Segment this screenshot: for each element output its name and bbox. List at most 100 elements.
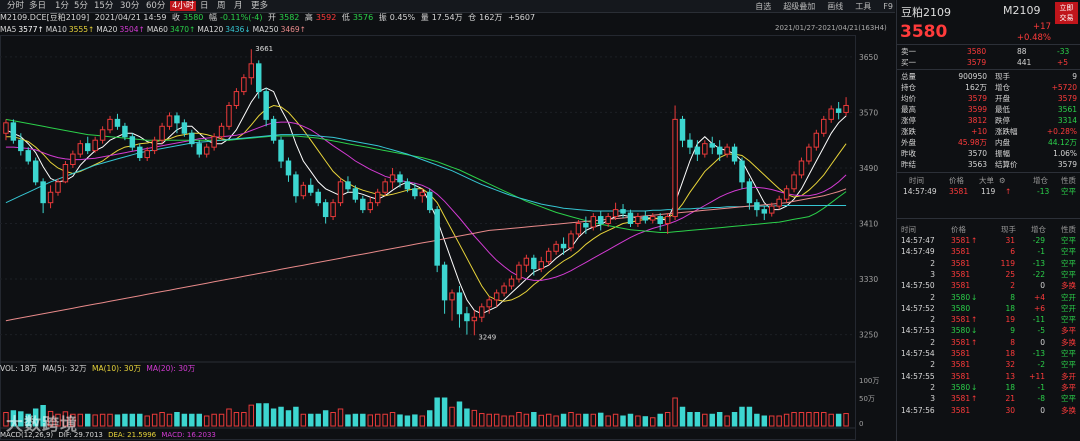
tick-type: 空开 [1061, 292, 1076, 302]
open-value: 3582 [279, 13, 300, 22]
candle [538, 261, 544, 270]
stat-value: +0.28% [1046, 127, 1077, 136]
stat-row: 涨停 3812 跌停 3314 [897, 115, 1080, 126]
tool-button-1[interactable]: 超级叠加 [783, 2, 816, 11]
candle [77, 143, 84, 155]
candle [382, 181, 388, 193]
period-tab-8[interactable]: 日 [200, 1, 209, 11]
tick-price: 3581 [951, 360, 971, 370]
candle [218, 125, 225, 138]
candle [159, 125, 165, 141]
period-tab-1[interactable]: 多日 [29, 1, 47, 11]
candle [635, 216, 641, 225]
volume-bar [77, 413, 84, 427]
volume-bar [337, 408, 344, 427]
candle [434, 209, 440, 266]
low-annotation: 3249 [478, 333, 496, 341]
last-price: 3580 [900, 22, 948, 42]
vol-label: VOL: 18万 [0, 364, 38, 373]
stat-row: 涨跌 +10 涨跌幅 +0.28% [897, 126, 1080, 137]
volume-bar [122, 413, 128, 427]
stat-row: 持仓 162万 增仓 +5720 [897, 82, 1080, 93]
candle [657, 216, 663, 225]
macd-label: MACD(12,26,9) [0, 431, 54, 439]
volume-bar [389, 412, 396, 427]
volume-bar [441, 397, 448, 427]
chart-frame [0, 35, 856, 440]
period-tab-5[interactable]: 30分 [120, 1, 140, 11]
quote-info-line: M2109.DCE[豆粕2109] 2021/04/21 14:59 收 3580… [0, 12, 895, 24]
tick-time: 14:57:52 [901, 303, 935, 313]
candle [3, 122, 9, 134]
candle [427, 191, 433, 211]
orderbook-chg: -33 [1057, 47, 1070, 56]
bo-qty: 119 [981, 187, 996, 196]
tool-button-3[interactable]: 工具 [855, 2, 872, 11]
y-tick-3: 3410 [859, 220, 878, 229]
tick-qty: 9 [1010, 326, 1015, 336]
tool-button-2[interactable]: 画线 [827, 2, 844, 11]
kline-chart[interactable]: 3650 3570 3490 3410 3330 3250 3661 3249 100万 50万 0 [0, 35, 895, 441]
candle [233, 91, 240, 106]
settings-icon[interactable]: ⚙ [999, 176, 1006, 185]
volume-bar [843, 413, 849, 427]
tick-row: 14:57:47 3581 ↑ 31 -29 空平 [897, 235, 1080, 246]
date-label: 2021/04/21 14:59 [94, 13, 167, 22]
candle [256, 63, 262, 93]
candle [523, 257, 530, 266]
volume-bar [456, 401, 463, 427]
volume-bar [196, 413, 202, 427]
tick-chg: -29 [1032, 236, 1045, 245]
volume-bar [761, 415, 768, 427]
volume-bar [806, 412, 812, 427]
volume-bar [523, 413, 530, 427]
volume-bar [709, 413, 715, 427]
tick-time: 14:57:47 [901, 236, 935, 245]
period-tab-2[interactable]: 1分 [55, 1, 69, 11]
tick-type: 多开 [1061, 371, 1076, 381]
stat-row: 最高 3599 最低 3561 [897, 104, 1080, 115]
period-tab-10[interactable]: 月 [234, 1, 243, 11]
period-tab-4[interactable]: 15分 [94, 1, 114, 11]
trade-now-button[interactable]: 立即 交易 [1055, 2, 1078, 24]
candle [464, 313, 470, 322]
tick-row: 3 3581 25 -22 空平 [897, 269, 1080, 280]
period-tab-9[interactable]: 周 [217, 1, 226, 11]
tick-chg: -11 [1032, 315, 1045, 325]
volume-bar [367, 414, 373, 427]
period-tab-7[interactable]: 4小时 [170, 1, 197, 11]
period-tab-0[interactable]: 分时 [7, 1, 25, 11]
volume-bar [151, 413, 158, 427]
stat-value: 44.12万 [1048, 138, 1077, 147]
volume-bar [486, 413, 492, 427]
stat-row: 昨收 3570 振幅 1.06% [897, 148, 1080, 159]
volume-bar [32, 408, 39, 427]
ma-line-MA250 [5, 188, 847, 322]
tick-row: 14:57:52 3580 18 +6 空开 [897, 303, 1080, 314]
volume-bar [218, 413, 225, 427]
tick-chg: -13 [1032, 258, 1045, 268]
volume-bar [508, 415, 515, 427]
tk-time-h: 时间 [901, 225, 916, 234]
stat-value: 1.06% [1053, 149, 1077, 158]
tool-button-4[interactable]: F9 [883, 2, 893, 11]
tick-time: 3 [930, 269, 935, 279]
stat-value: 162万 [965, 83, 987, 92]
tool-button-0[interactable]: 自选 [755, 2, 772, 11]
candle [501, 285, 507, 294]
candle [731, 146, 738, 162]
candle [791, 174, 797, 190]
tick-price: 3581 [951, 349, 971, 358]
tick-row: 14:57:53 3580 ↓ 9 -5 多平 [897, 325, 1080, 336]
volume-bar [293, 406, 299, 427]
stat-value: 3314 [1057, 116, 1077, 125]
candle [389, 174, 396, 183]
period-tab-11[interactable]: 更多 [251, 1, 269, 11]
period-tab-6[interactable]: 60分 [146, 1, 166, 11]
candle [828, 108, 834, 120]
tick-time: 14:57:49 [901, 247, 935, 257]
period-tab-3[interactable]: 5分 [74, 1, 88, 11]
tick-time: 2 [930, 337, 935, 347]
volume-bar [449, 406, 455, 427]
volume-bar [374, 413, 381, 427]
